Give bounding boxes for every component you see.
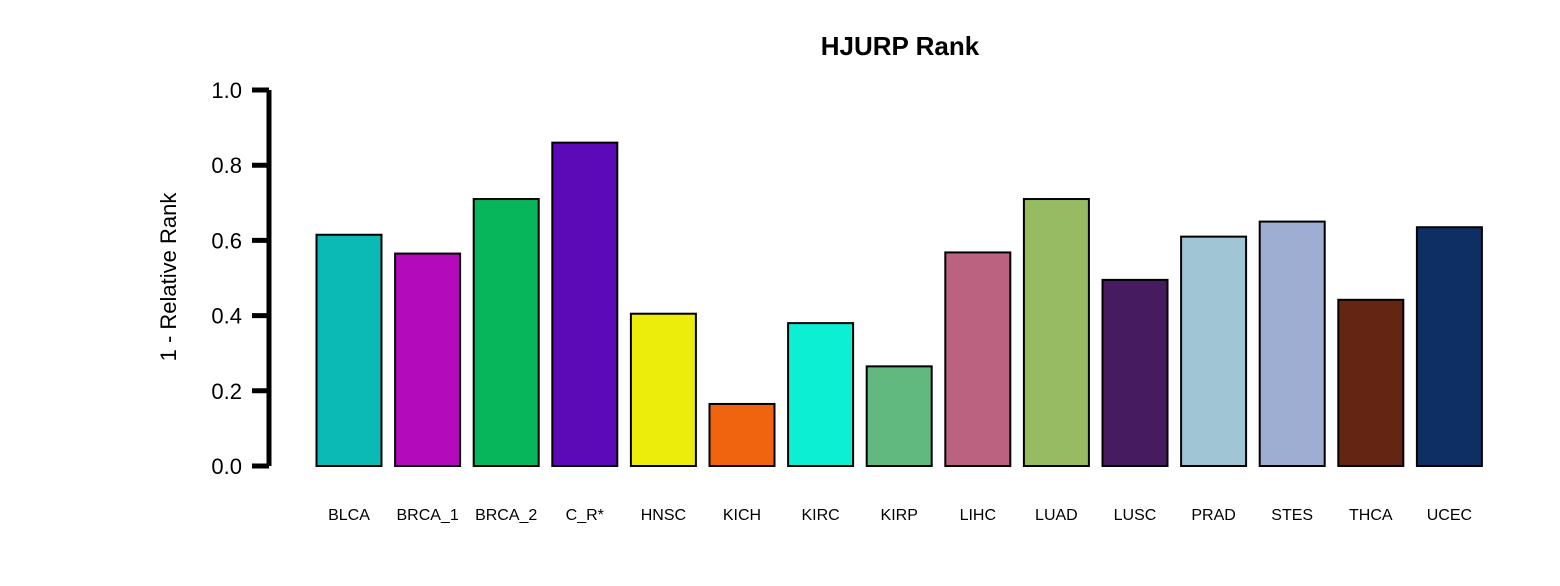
y-tick-label: 0.8 [211, 153, 242, 178]
bar-blca [315, 233, 383, 467]
y-axis-label: 1 - Relative Rank [156, 192, 181, 362]
x-tick-label: STES [1271, 507, 1313, 524]
x-tick-label: C_R* [566, 507, 604, 524]
x-tick-label: UCEC [1427, 507, 1472, 524]
bar-c-r [551, 141, 619, 467]
bar-brca-1 [394, 252, 462, 467]
x-tick-label: KIRC [801, 507, 839, 524]
y-tick-label: 0.0 [211, 454, 242, 479]
bar-luad [1022, 198, 1090, 467]
bar-ucec [1415, 226, 1483, 467]
x-tick-label: BLCA [328, 507, 370, 524]
chart-title: HJURP Rank [821, 31, 980, 61]
bar-stes [1258, 220, 1326, 467]
bars-group [315, 141, 1483, 468]
x-tick-label: BRCA_1 [396, 507, 458, 524]
bar-kich [708, 402, 776, 467]
bar-kirp [865, 365, 933, 467]
y-tick-label: 0.6 [211, 228, 242, 253]
x-tick-labels: BLCA BRCA_1 BRCA_2 C_R* HNSC KICH KIRC KIRP LIHC… [328, 507, 1472, 524]
x-tick-label: LUAD [1035, 507, 1078, 524]
bar-hnsc [629, 312, 697, 467]
x-tick-label: BRCA_2 [475, 507, 537, 524]
y-tick-label: 1.0 [211, 78, 242, 103]
x-tick-label: THCA [1349, 507, 1393, 524]
x-tick-label: LIHC [960, 507, 996, 524]
x-tick-label: KIRP [881, 507, 918, 524]
bar-lusc [1101, 278, 1169, 467]
bar-prad [1180, 235, 1248, 467]
y-tick-label: 0.4 [211, 304, 242, 329]
x-tick-label: KICH [723, 507, 761, 524]
bar-lihc [944, 251, 1012, 467]
bar-brca-2 [472, 198, 540, 467]
x-tick-label: HNSC [641, 507, 686, 524]
bar-thca [1337, 298, 1405, 468]
y-axis: 0.0 0.2 0.4 0.6 0.8 1.0 [211, 78, 272, 479]
x-tick-label: LUSC [1114, 507, 1157, 524]
y-tick-label: 0.2 [211, 379, 242, 404]
bar-kirc [787, 322, 855, 467]
x-tick-label: PRAD [1191, 507, 1235, 524]
